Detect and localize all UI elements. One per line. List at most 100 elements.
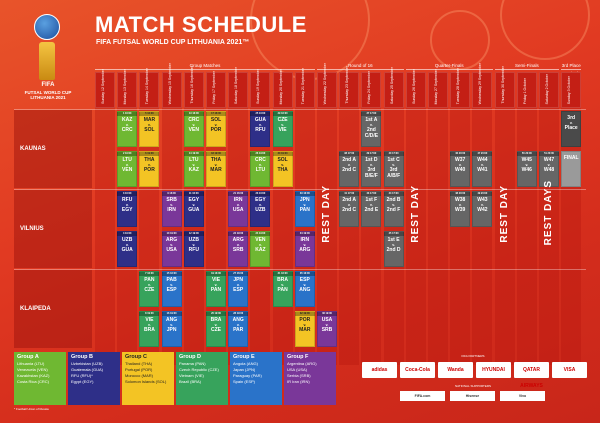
match-number: 1 16:00: [117, 112, 138, 116]
day-label: Tuesday 21 September: [300, 67, 305, 104]
team-b: JPN: [166, 327, 177, 333]
match-number: 28 19:00: [228, 312, 249, 316]
day-stripe: [405, 108, 426, 365]
supporter-logo: FIFA.com: [400, 391, 445, 401]
group-team: Lithuania (LTU): [17, 361, 45, 366]
team-a: W43: [477, 197, 488, 203]
day-header: Sunday 3 October: [561, 72, 582, 108]
team-b: VIE: [278, 127, 287, 133]
tournament-logo: FIFA FUTSAL WORLD CUP LITHUANIA 2021: [22, 14, 74, 106]
match-number: 15 16:00: [161, 272, 182, 276]
group-team: IR Iran (IRN): [287, 379, 310, 384]
day-label: Friday 24 September: [367, 71, 372, 104]
team-a: ANG: [166, 317, 178, 323]
day-stripe: [450, 108, 471, 365]
match-number: 25 16:00: [250, 112, 271, 116]
match-cell: 6 19:00 THA v. POR: [139, 151, 160, 187]
team-b: ESP: [233, 287, 244, 293]
team-a: IRN: [233, 197, 243, 203]
versus: v.: [125, 163, 129, 167]
team-a: CZE: [277, 117, 288, 123]
match-cell: 1 16:00 KAZ v. CRC: [117, 111, 138, 147]
group-box: Group F Argentina (ARG) USA (USA) Serbia (S…: [284, 352, 336, 405]
match-number: 33 16:00: [294, 192, 315, 196]
team-b: PAR: [233, 327, 244, 333]
versus: v.: [303, 323, 307, 327]
versus: v.: [392, 163, 395, 167]
team-a: RFU: [122, 197, 133, 203]
group-box: Group B Uzbekistan (UZB) Guatemala (GUA) RF…: [68, 352, 120, 405]
day-header: Friday 17 September: [206, 71, 226, 108]
match-number: 26 19:00: [250, 152, 271, 156]
versus: v.: [170, 283, 173, 287]
match-cell: 10 19:00 ARG v. USA: [161, 231, 182, 267]
team-a: JPN: [233, 277, 244, 283]
day-label: Friday 17 September: [212, 71, 216, 104]
match-number: 39 17:00: [361, 152, 382, 156]
day-header: Sunday 26 September: [405, 69, 426, 108]
group-team: Thailand (THA): [125, 361, 153, 366]
group-team: USA (USA): [287, 367, 308, 372]
group-team: Angola (ANG): [233, 361, 258, 366]
day-label: Tuesday 28 September: [456, 67, 461, 104]
day-stripe: [516, 108, 537, 365]
team-a: 2nd B: [386, 197, 401, 203]
versus: v.: [525, 163, 529, 167]
match-number: 23 16:00: [250, 192, 271, 196]
day-label: Monday 27 September: [434, 68, 438, 104]
team-a: 3rd: [567, 115, 576, 121]
venue-klaipeda: KLAIPEDA: [14, 270, 92, 348]
day-header: Sunday 12 September: [95, 69, 115, 108]
group-title: Group E: [233, 354, 255, 360]
match-cell: 26 19:00 CRC v. LTU: [250, 151, 271, 187]
day-header: Friday 1 October: [516, 72, 537, 108]
team-b: 2nd F: [386, 207, 401, 213]
match-cell: 3 16:00 RFU v. EGY: [117, 191, 138, 227]
match-number: 13 16:00: [183, 112, 204, 116]
team-a: LTU: [122, 157, 132, 163]
match-number: 32 19:00: [294, 312, 315, 316]
team-b: VEN: [122, 167, 133, 173]
team-a: SOL: [277, 157, 288, 163]
day-label: Wednesday 29 September: [478, 62, 483, 104]
match-number: 36 19:00: [317, 312, 337, 316]
match-cell: 4 19:00 UZB v. GUA: [117, 231, 138, 267]
sponsor-logo: HYUNDAI: [476, 362, 511, 378]
day-header: Monday 13 September: [117, 69, 138, 108]
match-number: 8 19:00: [139, 312, 160, 316]
group-title: Group D: [179, 354, 201, 360]
rest-day-label: REST DAY: [409, 185, 421, 243]
match-number: 49 20:00: [472, 192, 493, 196]
versus: v.: [370, 203, 373, 207]
versus: v.: [325, 323, 329, 327]
team-b: PAN: [277, 287, 288, 293]
team-a: USA: [321, 317, 333, 323]
logo-fifa: FIFA: [41, 82, 55, 88]
match-number: 24 19:00: [250, 232, 271, 236]
supporter-logo: Hisense: [450, 391, 495, 401]
sponsor-logo: Wanda: [438, 362, 473, 378]
knockout-cell: 50 20:00 W45 v. W46: [516, 151, 537, 187]
match-number: 2 19:00: [117, 152, 138, 156]
team-b: KAZ: [255, 247, 266, 253]
page-subtitle: FIFA FUTSAL WORLD CUP LITHUANIA 2021™: [96, 39, 250, 46]
day-stripe: [472, 108, 493, 365]
match-number: 31 16:00: [272, 272, 293, 276]
team-a: W45: [521, 157, 532, 163]
venue-vilnius: VILNIUS: [14, 190, 92, 268]
day-label: Wednesday 15 September: [167, 62, 172, 104]
match-number: 6 19:00: [139, 152, 160, 156]
venue-label: KLAIPEDA: [20, 306, 51, 312]
team-a: ARG: [232, 237, 244, 243]
versus: v.: [192, 163, 196, 167]
match-number: 9 16:00: [161, 192, 182, 196]
versus: v.: [259, 123, 262, 127]
match-cell: 18 19:00 THA v. MAR: [206, 151, 226, 187]
match-cell: 32 19:00 POR v. MAR: [294, 311, 315, 347]
match-cell: 12 19:00 UZB v. RFU: [183, 231, 204, 267]
match-number: 45 17:00: [383, 232, 404, 236]
day-stripe: [95, 108, 115, 365]
team-a: LTU: [189, 157, 199, 163]
team-a: 1st E: [387, 237, 400, 243]
match-cell: 28 19:00 ANG v. PAR: [228, 311, 249, 347]
